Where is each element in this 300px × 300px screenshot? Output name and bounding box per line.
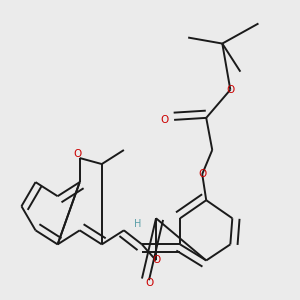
Text: O: O: [226, 85, 235, 95]
Text: O: O: [74, 149, 82, 159]
Text: O: O: [146, 278, 154, 287]
Text: O: O: [160, 115, 168, 125]
Text: O: O: [152, 256, 160, 266]
Text: O: O: [198, 169, 206, 179]
Text: H: H: [134, 219, 141, 229]
